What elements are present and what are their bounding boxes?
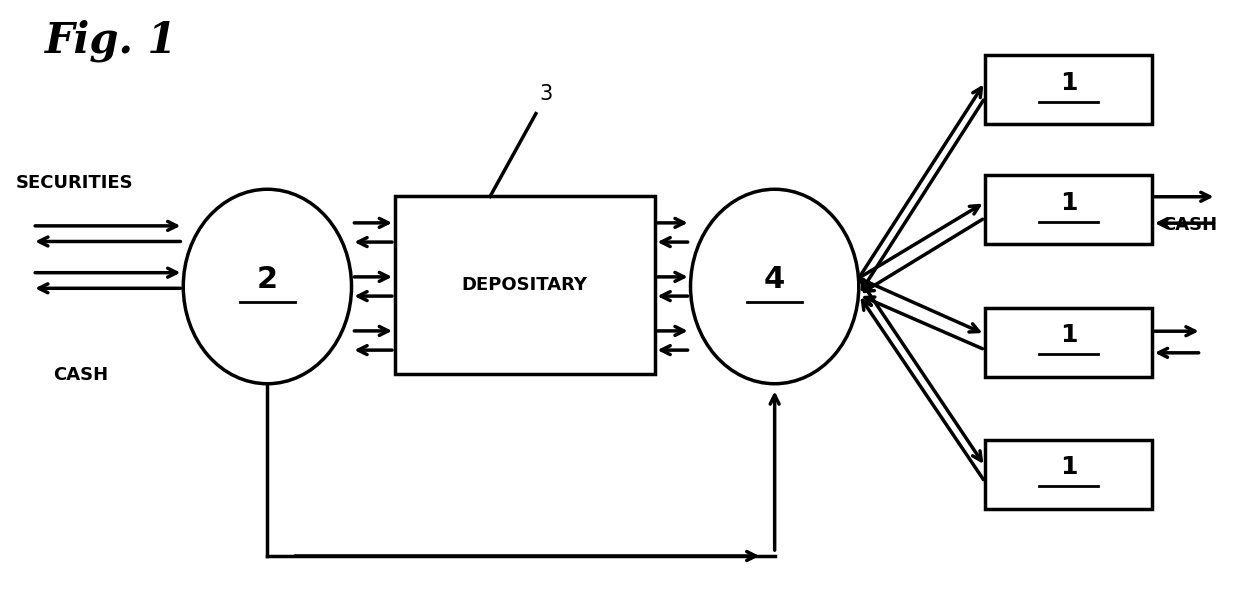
FancyBboxPatch shape — [985, 308, 1152, 376]
Text: CASH: CASH — [53, 367, 108, 384]
Text: 2: 2 — [257, 265, 278, 294]
Ellipse shape — [184, 189, 351, 384]
Text: 1: 1 — [1060, 71, 1078, 95]
Text: DEPOSITARY: DEPOSITARY — [461, 276, 588, 294]
FancyBboxPatch shape — [985, 55, 1152, 124]
FancyBboxPatch shape — [985, 175, 1152, 244]
Ellipse shape — [691, 189, 859, 384]
Text: 1: 1 — [1060, 323, 1078, 347]
FancyBboxPatch shape — [985, 440, 1152, 508]
Text: 1: 1 — [1060, 191, 1078, 215]
Text: CASH: CASH — [1162, 216, 1216, 234]
Text: Fig. 1: Fig. 1 — [45, 19, 177, 62]
Text: 3: 3 — [539, 84, 552, 104]
FancyBboxPatch shape — [394, 197, 655, 373]
Text: 4: 4 — [764, 265, 785, 294]
Text: 1: 1 — [1060, 455, 1078, 479]
Text: SECURITIES: SECURITIES — [16, 174, 134, 192]
